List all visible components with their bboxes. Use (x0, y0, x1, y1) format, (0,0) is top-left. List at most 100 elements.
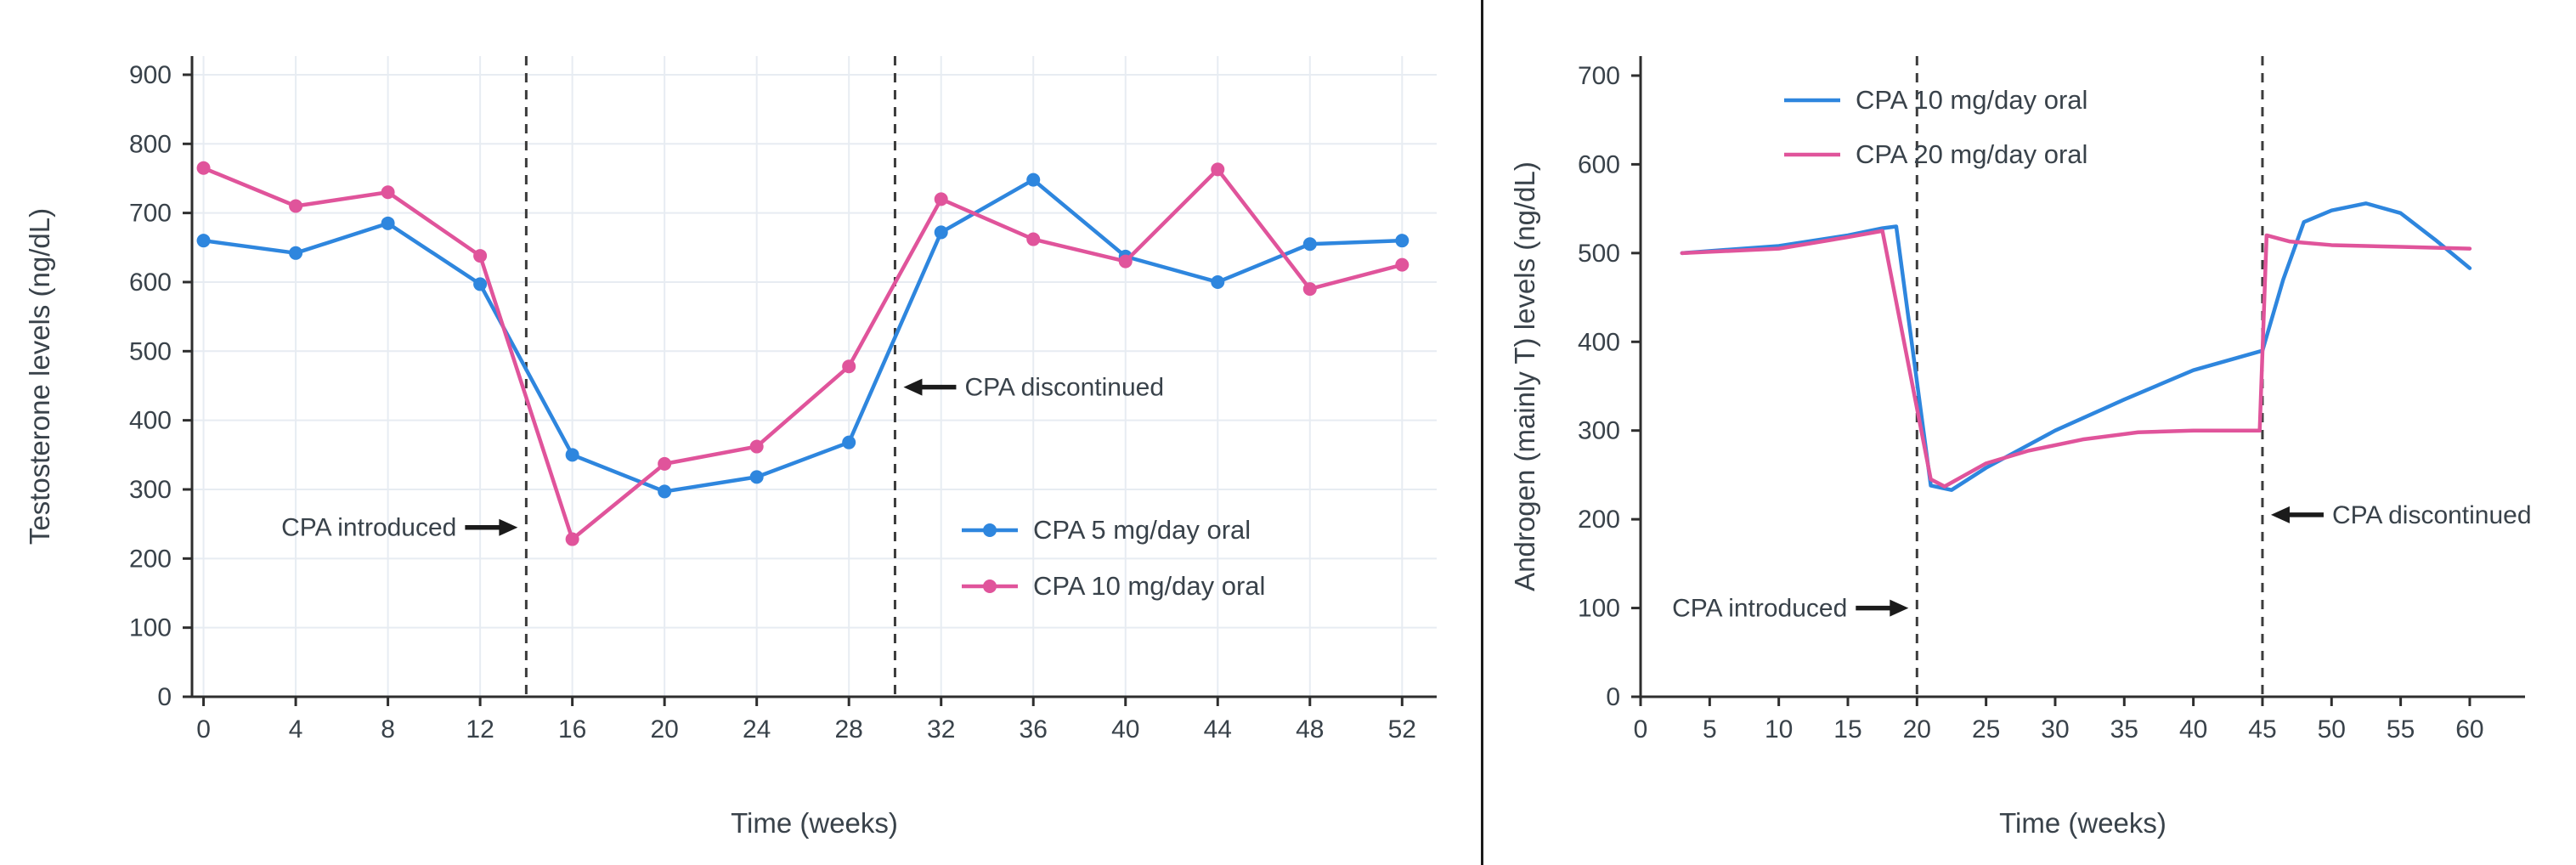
series-line (1680, 229, 2472, 489)
x-tick-label: 36 (1020, 715, 1048, 743)
data-point-marker (658, 456, 672, 471)
data-point-marker (289, 246, 303, 260)
x-tick-label: 52 (1388, 715, 1416, 743)
y-tick-label: 100 (1578, 595, 1620, 623)
data-point-marker (1118, 254, 1133, 269)
x-tick-label: 44 (1204, 715, 1232, 743)
annotation-label: CPA introduced (1672, 595, 1847, 623)
x-tick-label: 40 (1111, 715, 1139, 743)
data-point-marker (473, 277, 488, 291)
data-point-marker (565, 532, 579, 546)
data-point-marker (1395, 234, 1409, 248)
y-tick-label: 300 (1578, 417, 1620, 445)
x-tick-label: 30 (2041, 715, 2069, 743)
data-point-marker (749, 439, 764, 454)
data-point-marker (658, 484, 672, 499)
x-axis-title: Time (weeks) (731, 807, 898, 839)
data-point-marker (749, 470, 764, 484)
data-point-marker (934, 225, 948, 240)
annotation-label: CPA discontinued (964, 374, 1164, 402)
data-point-marker (1395, 257, 1409, 272)
x-tick-label: 25 (1972, 715, 2000, 743)
x-tick-label: 24 (743, 715, 771, 743)
y-tick-label: 900 (129, 61, 172, 89)
y-tick-label: 300 (129, 476, 172, 504)
annotation-arrow-head (2270, 506, 2290, 523)
x-tick-label: 12 (466, 715, 494, 743)
annotation-label: CPA discontinued (2332, 501, 2532, 529)
y-axis-title: Testosterone levels (ng/dL) (24, 208, 55, 545)
data-point-marker (1026, 172, 1041, 187)
data-point-marker (934, 192, 948, 206)
y-tick-label: 700 (129, 200, 172, 228)
legend-label: CPA 10 mg/day oral (1856, 85, 2087, 115)
x-tick-label: 8 (381, 715, 395, 743)
legend-marker (983, 523, 997, 537)
y-tick-label: 0 (157, 683, 172, 711)
x-tick-label: 5 (1703, 715, 1717, 743)
x-tick-label: 48 (1296, 715, 1324, 743)
x-tick-label: 40 (2179, 715, 2207, 743)
data-point-marker (381, 185, 395, 200)
y-axis-title: Androgen (mainly T) levels (ng/dL) (1509, 161, 1540, 591)
y-tick-label: 600 (1578, 150, 1620, 178)
x-tick-label: 15 (1833, 715, 1861, 743)
data-point-marker (842, 435, 856, 449)
x-axis-title: Time (weeks) (1999, 807, 2166, 839)
data-point-marker (1026, 232, 1041, 246)
x-tick-label: 10 (1765, 715, 1793, 743)
x-tick-label: 16 (558, 715, 586, 743)
y-tick-label: 400 (129, 407, 172, 435)
legend-label: CPA 20 mg/day oral (1856, 139, 2087, 169)
y-tick-label: 600 (129, 269, 172, 297)
annotation-arrow-head (903, 378, 923, 396)
data-point-marker (473, 249, 488, 263)
data-point-marker (1302, 282, 1317, 297)
x-tick-label: 35 (2110, 715, 2138, 743)
y-tick-label: 200 (129, 545, 172, 573)
data-point-marker (1211, 274, 1225, 289)
annotation-arrow-head (499, 518, 518, 536)
y-tick-label: 0 (1606, 683, 1620, 711)
annotation-arrow-head (1890, 599, 1909, 617)
x-tick-label: 55 (2387, 715, 2415, 743)
x-tick-label: 60 (2455, 715, 2483, 743)
x-tick-label: 50 (2318, 715, 2346, 743)
series-line (201, 178, 1404, 494)
data-point-marker (196, 234, 211, 248)
y-tick-label: 400 (1578, 328, 1620, 356)
legend-label: CPA 10 mg/day oral (1033, 571, 1265, 601)
testosterone-chart: 0 4 8 12 16 20 24 28 32 36 40 44 48 52010020030040050… (24, 56, 1437, 839)
annotation-label: CPA introduced (281, 514, 456, 542)
legend-marker (983, 579, 997, 593)
x-tick-label: 32 (927, 715, 955, 743)
series-line (1680, 201, 2472, 492)
y-tick-label: 100 (129, 614, 172, 642)
y-tick-label: 800 (129, 130, 172, 158)
y-tick-label: 500 (1578, 240, 1620, 268)
y-tick-label: 700 (1578, 62, 1620, 90)
data-point-marker (381, 216, 395, 230)
androgen-chart: 0 5 10 15 20 25 30 35 40 45 50 55 600100200300400500… (1509, 56, 2532, 839)
data-point-marker (565, 448, 579, 462)
data-point-marker (1302, 237, 1317, 252)
y-tick-label: 500 (129, 337, 172, 365)
series-line (201, 166, 1404, 541)
x-tick-label: 20 (650, 715, 678, 743)
testosterone-chart-panel: 0 4 8 12 16 20 24 28 32 36 40 44 48 52 0 100 200 300 400 50… (24, 56, 1437, 839)
y-tick-label: 200 (1578, 506, 1620, 534)
x-tick-label: 45 (2248, 715, 2276, 743)
data-point-marker (1211, 162, 1225, 177)
data-point-marker (842, 359, 856, 374)
x-tick-label: 0 (196, 715, 211, 743)
x-tick-label: 4 (289, 715, 303, 743)
panel-divider (1481, 0, 1483, 865)
data-point-marker (196, 161, 211, 175)
data-point-marker (289, 199, 303, 213)
androgen-chart-panel: 0 5 10 15 20 25 30 35 40 45 50 55 60 0 100 200 300 400 500… (1483, 0, 2576, 865)
x-tick-label: 0 (1634, 715, 1648, 743)
x-tick-label: 28 (835, 715, 863, 743)
x-tick-label: 20 (1903, 715, 1931, 743)
legend-label: CPA 5 mg/day oral (1033, 515, 1251, 545)
